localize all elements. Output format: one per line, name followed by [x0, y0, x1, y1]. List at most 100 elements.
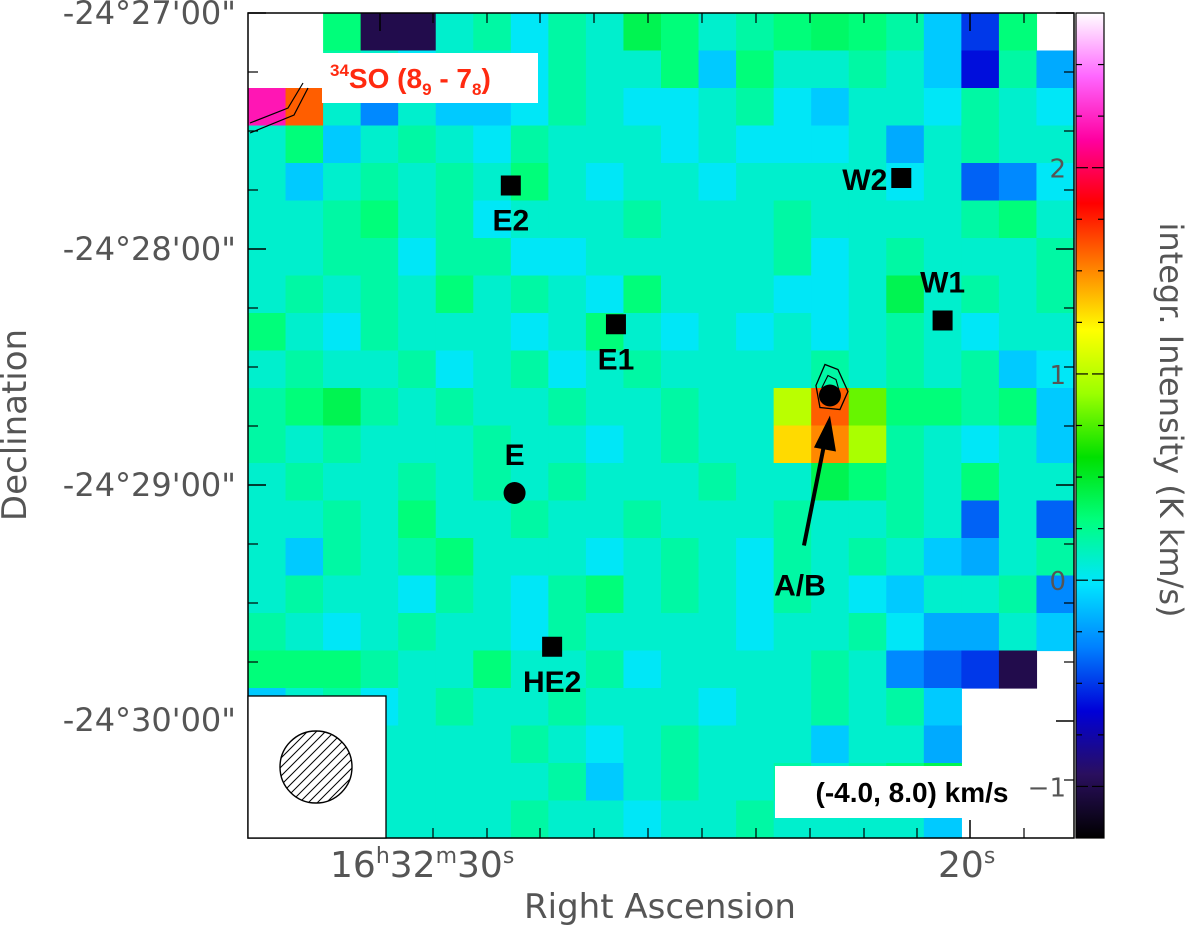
map-pixel	[1036, 50, 1075, 89]
source-he2: HE2	[523, 636, 581, 699]
map-pixel	[848, 725, 887, 764]
map-pixel	[510, 688, 549, 727]
y-tick-label: -24°28'00"	[63, 230, 236, 268]
map-pixel	[998, 13, 1038, 52]
map-pixel	[248, 425, 287, 464]
map-pixel	[623, 350, 662, 389]
map-pixel	[398, 275, 437, 314]
map-pixel	[548, 88, 587, 127]
map-pixel	[886, 200, 925, 239]
map-pixel	[886, 350, 925, 389]
map-pixel	[585, 88, 625, 127]
map-pixel	[473, 350, 512, 389]
map-pixel	[473, 538, 512, 577]
map-pixel	[398, 500, 437, 539]
map-pixel	[285, 388, 324, 427]
map-pixel	[323, 275, 362, 314]
map-pixel	[773, 313, 812, 352]
map-pixel	[961, 50, 1000, 89]
map-pixel	[886, 88, 925, 127]
map-pixel	[398, 163, 437, 202]
map-pixel	[811, 275, 850, 314]
map-pixel	[360, 238, 399, 277]
map-pixel	[886, 688, 925, 727]
map-pixel	[585, 800, 625, 839]
map-pixel	[585, 425, 625, 464]
map-pixel	[661, 88, 700, 127]
map-pixel	[435, 425, 474, 464]
map-pixel	[548, 800, 587, 839]
map-pixel	[661, 763, 700, 802]
map-pixel	[323, 575, 362, 614]
map-pixel	[510, 425, 549, 464]
source-label: E	[505, 439, 525, 472]
map-pixel	[961, 463, 1000, 502]
map-pixel	[248, 275, 287, 314]
source-label: HE2	[523, 666, 581, 699]
map-pixel	[435, 163, 474, 202]
map-pixel	[773, 425, 812, 464]
map-pixel	[510, 350, 549, 389]
map-pixel	[323, 650, 362, 689]
map-pixel	[323, 313, 362, 352]
map-pixel	[773, 350, 812, 389]
source-e2: E2	[492, 175, 529, 238]
map-pixel	[923, 538, 962, 577]
map-pixel	[661, 125, 700, 164]
map-pixel	[548, 50, 587, 89]
map-pixel	[773, 650, 812, 689]
map-pixel	[998, 538, 1038, 577]
map-pixel	[623, 613, 662, 652]
map-pixel	[510, 763, 549, 802]
map-pixel	[398, 763, 437, 802]
map-pixel	[923, 88, 962, 127]
map-pixel	[811, 313, 850, 352]
map-pixel	[623, 725, 662, 764]
map-pixel	[435, 200, 474, 239]
map-pixel	[623, 388, 662, 427]
map-pixel	[285, 425, 324, 464]
map-pixel	[923, 613, 962, 652]
arrow-head	[813, 415, 836, 452]
map-pixel	[285, 200, 324, 239]
map-pixel	[285, 650, 324, 689]
x-tick-label: 20s	[938, 844, 995, 886]
map-pixel	[698, 238, 737, 277]
contour-edge	[249, 82, 304, 124]
map-pixel	[736, 50, 775, 89]
map-pixel	[248, 313, 287, 352]
map-pixel	[961, 613, 1000, 652]
map-pixel	[398, 463, 437, 502]
circle-marker	[818, 384, 841, 407]
map-pixel	[661, 388, 700, 427]
map-pixel	[623, 50, 662, 89]
map-pixel	[661, 275, 700, 314]
source-label: E2	[492, 205, 529, 238]
map-pixel	[510, 538, 549, 577]
source-markers: E2 E1 E HE2 W2 W1 A/B	[492, 164, 965, 699]
map-pixel	[360, 575, 399, 614]
map-pixel	[585, 725, 625, 764]
map-pixel	[773, 13, 812, 52]
map-pixel	[248, 163, 287, 202]
map-pixel	[736, 538, 775, 577]
map-pixel	[886, 650, 925, 689]
map-pixel	[811, 725, 850, 764]
map-pixel	[510, 388, 549, 427]
map-pixel	[998, 50, 1038, 89]
map-pixel	[548, 725, 587, 764]
map-pixel	[1036, 613, 1075, 652]
map-pixel	[811, 163, 850, 202]
map-pixel	[510, 200, 549, 239]
map-pixel	[585, 613, 625, 652]
map-pixel	[623, 575, 662, 614]
map-pixel	[661, 725, 700, 764]
map-pixel	[961, 425, 1000, 464]
map-pixel	[510, 13, 549, 52]
map-pixel	[585, 238, 625, 277]
map-pixel	[923, 350, 962, 389]
map-pixel	[473, 725, 512, 764]
map-pixel	[248, 350, 287, 389]
map-pixel	[848, 313, 887, 352]
contour-edge	[249, 87, 309, 134]
